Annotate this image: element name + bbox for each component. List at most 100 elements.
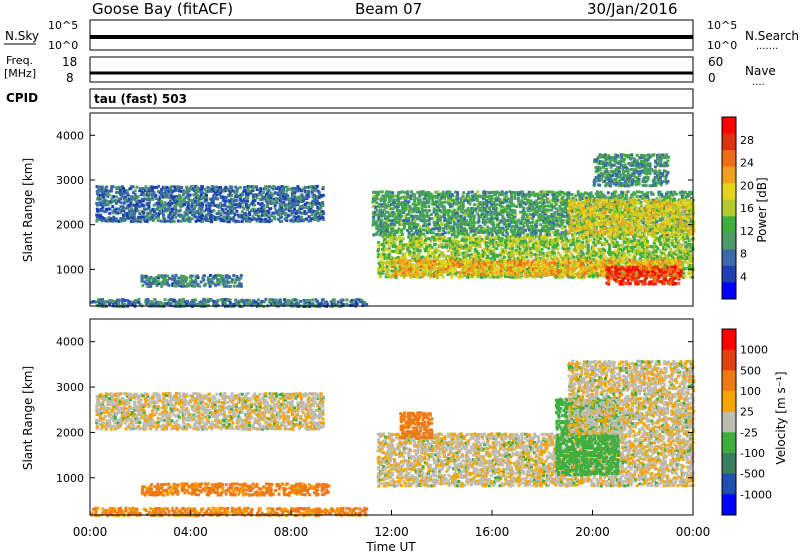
heatmap-cell bbox=[589, 267, 593, 270]
heatmap-cell bbox=[599, 251, 603, 255]
heatmap-cell bbox=[489, 239, 493, 243]
heatmap-cell bbox=[414, 239, 418, 243]
heatmap-cell bbox=[497, 237, 501, 241]
heatmap-cell bbox=[589, 261, 593, 265]
heatmap-cell bbox=[463, 247, 467, 251]
heatmap-cell bbox=[542, 255, 546, 259]
heatmap-cell bbox=[381, 210, 384, 214]
heatmap-cell bbox=[484, 240, 488, 244]
heatmap-cell bbox=[514, 276, 518, 279]
heatmap-cell bbox=[644, 253, 648, 257]
heatmap-cell bbox=[382, 208, 386, 212]
heatmap-cell bbox=[267, 195, 271, 199]
heatmap-cell bbox=[677, 276, 681, 279]
heatmap-cell bbox=[163, 298, 167, 302]
heatmap-cell bbox=[460, 257, 464, 261]
heatmap-cell bbox=[651, 245, 655, 249]
heatmap-cell bbox=[116, 298, 119, 302]
heatmap-cell bbox=[391, 191, 395, 195]
heatmap-cell bbox=[176, 276, 180, 280]
heatmap-cell bbox=[204, 197, 208, 201]
heatmap-cell bbox=[527, 253, 531, 257]
heatmap-cell bbox=[339, 298, 343, 302]
heatmap-cell bbox=[611, 236, 615, 240]
heatmap-cell bbox=[215, 197, 219, 201]
heatmap-cell bbox=[510, 259, 514, 263]
heatmap-cell bbox=[244, 191, 248, 195]
heatmap-cell bbox=[674, 237, 678, 240]
heatmap-cell bbox=[208, 284, 212, 288]
heatmap-cell bbox=[556, 251, 560, 255]
heatmap-cell bbox=[493, 261, 497, 265]
heatmap-cell bbox=[605, 281, 609, 285]
heatmap-cell bbox=[639, 260, 643, 264]
heatmap-cell bbox=[563, 244, 567, 248]
heatmap-cell bbox=[619, 258, 623, 262]
heatmap-cell bbox=[672, 253, 676, 257]
heatmap-cell bbox=[455, 235, 459, 239]
heatmap-cell bbox=[389, 239, 393, 243]
heatmap-cell bbox=[311, 302, 315, 306]
heatmap-cell bbox=[585, 266, 589, 270]
heatmap-cell bbox=[188, 282, 192, 286]
heatmap-cell bbox=[644, 235, 648, 239]
heatmap-cell bbox=[538, 241, 542, 245]
heatmap-cell bbox=[389, 263, 393, 267]
heatmap-cell bbox=[476, 275, 480, 279]
heatmap-cell bbox=[210, 185, 214, 188]
heatmap-cell bbox=[380, 271, 384, 275]
heatmap-cell bbox=[156, 280, 160, 284]
heatmap-cell bbox=[151, 197, 154, 201]
heatmap-cell bbox=[441, 275, 445, 279]
heatmap-cell bbox=[565, 259, 569, 263]
heatmap-cell bbox=[452, 245, 455, 248]
heatmap-cell bbox=[393, 243, 397, 247]
heatmap-cell bbox=[282, 201, 286, 204]
heatmap-cell bbox=[196, 219, 200, 222]
heatmap-cell bbox=[597, 266, 601, 270]
heatmap-cell bbox=[153, 298, 157, 301]
heatmap-cell bbox=[632, 262, 636, 266]
heatmap-cell bbox=[160, 282, 164, 286]
heatmap-cell bbox=[213, 194, 217, 197]
heatmap-cell bbox=[104, 219, 108, 223]
heatmap-cell bbox=[421, 239, 425, 243]
heatmap-cell bbox=[586, 263, 590, 267]
heatmap-cell bbox=[602, 243, 606, 247]
heatmap-cell bbox=[389, 237, 393, 241]
heatmap-cell bbox=[456, 246, 459, 250]
heatmap-cell bbox=[628, 265, 632, 269]
heatmap-cell bbox=[576, 273, 580, 277]
heatmap-cell bbox=[643, 282, 647, 286]
heatmap-cell bbox=[332, 298, 336, 302]
heatmap-cell bbox=[671, 255, 675, 259]
heatmap-cell bbox=[551, 270, 555, 274]
heatmap-cell bbox=[616, 243, 620, 247]
heatmap-cell bbox=[422, 263, 426, 267]
heatmap-cell bbox=[410, 238, 414, 242]
heatmap-cell bbox=[515, 251, 519, 255]
heatmap-cell bbox=[486, 257, 489, 261]
heatmap-cell bbox=[126, 298, 129, 302]
heatmap-cell bbox=[634, 273, 638, 277]
heatmap-cell bbox=[612, 270, 616, 274]
heatmap-cell bbox=[171, 298, 175, 302]
heatmap-cell bbox=[676, 235, 680, 239]
heatmap-cell bbox=[608, 237, 612, 241]
heatmap-cell bbox=[488, 265, 492, 269]
heatmap-cell bbox=[280, 208, 284, 212]
heatmap-cell bbox=[451, 271, 455, 274]
heatmap-cell bbox=[289, 187, 293, 191]
heatmap-cell bbox=[556, 235, 559, 239]
heatmap-cell bbox=[619, 236, 622, 240]
heatmap-cell bbox=[239, 284, 243, 288]
heatmap-cell bbox=[114, 195, 118, 199]
heatmap-cell bbox=[207, 298, 210, 302]
heatmap-cell bbox=[603, 251, 607, 255]
heatmap-cell bbox=[547, 240, 550, 244]
heatmap-cell bbox=[590, 257, 594, 261]
heatmap-cell bbox=[231, 189, 235, 193]
heatmap-cell bbox=[147, 193, 151, 197]
heatmap-cell bbox=[99, 193, 102, 197]
heatmap-cell bbox=[688, 263, 692, 267]
